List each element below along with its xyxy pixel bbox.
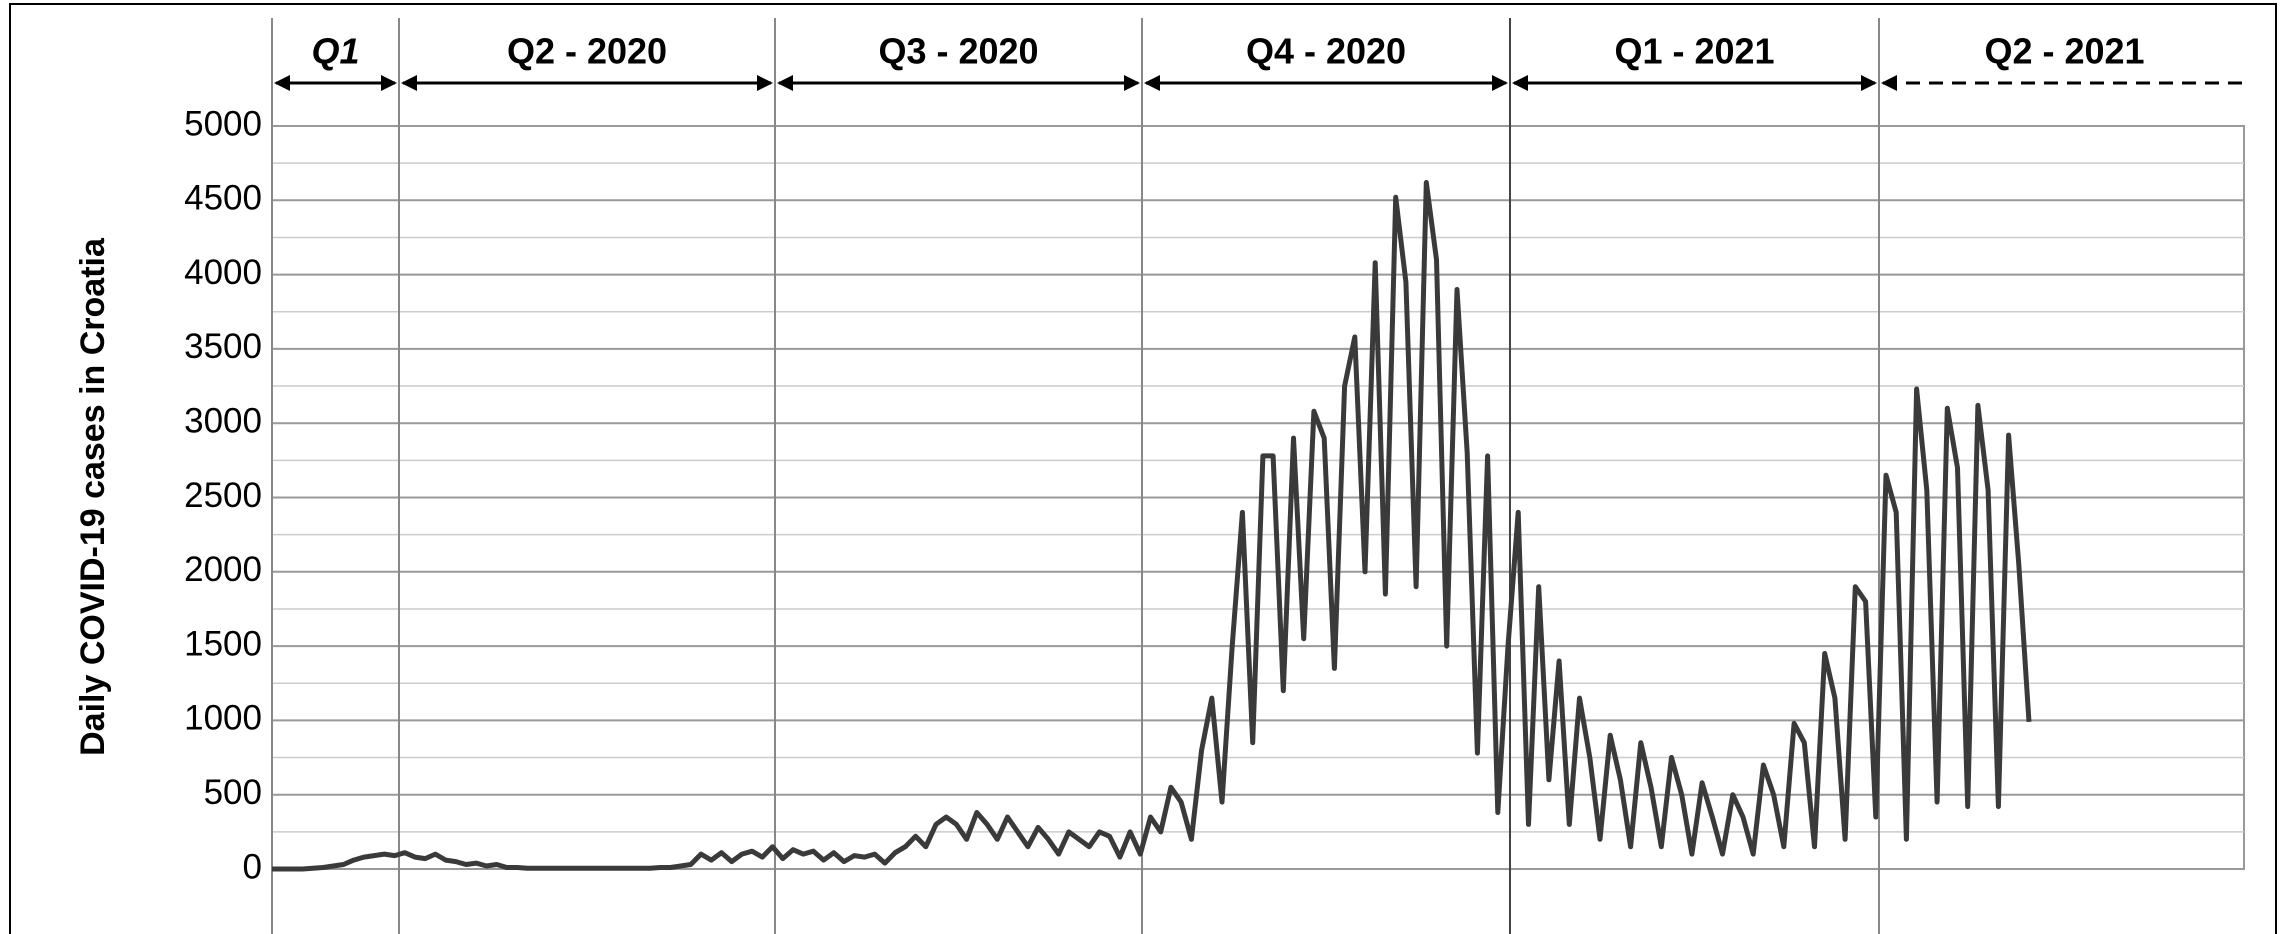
arrow-head — [1881, 75, 1897, 91]
y-tick-label: 1500 — [184, 624, 262, 663]
y-tick-label: 2500 — [184, 476, 262, 515]
arrow-head — [1512, 75, 1528, 91]
y-tick-label: 1000 — [184, 699, 262, 738]
y-tick-label: 3500 — [184, 327, 262, 366]
arrow-head — [777, 75, 793, 91]
arrow-head — [1492, 75, 1508, 91]
y-tick-label: 3000 — [184, 401, 262, 440]
y-tick-label: 500 — [204, 773, 262, 812]
y-tick-label: 4500 — [184, 179, 262, 218]
data-line — [272, 180, 2032, 872]
arrow-head — [274, 75, 290, 91]
arrow-head — [381, 75, 397, 91]
y-tick-label: 4000 — [184, 253, 262, 292]
arrow-head — [1124, 75, 1140, 91]
period-label: Q2 - 2020 — [507, 31, 667, 72]
arrow-head — [1144, 75, 1160, 91]
frame — [9, 3, 2277, 934]
period-label: Q1 — [311, 31, 359, 72]
arrow-head — [757, 75, 773, 91]
period-label: Q1 - 2021 — [1614, 31, 1774, 72]
period-label: Q4 - 2020 — [1246, 31, 1406, 72]
arrow-head — [401, 75, 417, 91]
arrow-head — [1861, 75, 1877, 91]
y-axis-label: Daily COVID-19 cases in Croatia — [74, 237, 112, 756]
y-tick-label: 0 — [243, 847, 262, 886]
period-label: Q2 - 2021 — [1984, 31, 2144, 72]
y-tick-label: 5000 — [184, 104, 262, 143]
y-tick-label: 2000 — [184, 550, 262, 589]
period-label: Q3 - 2020 — [878, 31, 1038, 72]
